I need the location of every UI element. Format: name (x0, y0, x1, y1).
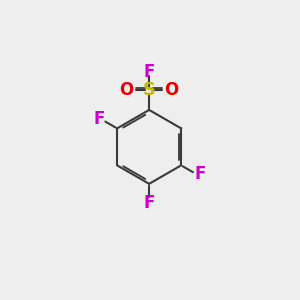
Text: F: F (143, 63, 155, 81)
Text: O: O (164, 81, 179, 99)
Text: F: F (143, 194, 155, 212)
Text: F: F (194, 165, 206, 183)
Text: O: O (120, 81, 134, 99)
Text: S: S (142, 81, 156, 99)
Text: F: F (93, 110, 105, 128)
